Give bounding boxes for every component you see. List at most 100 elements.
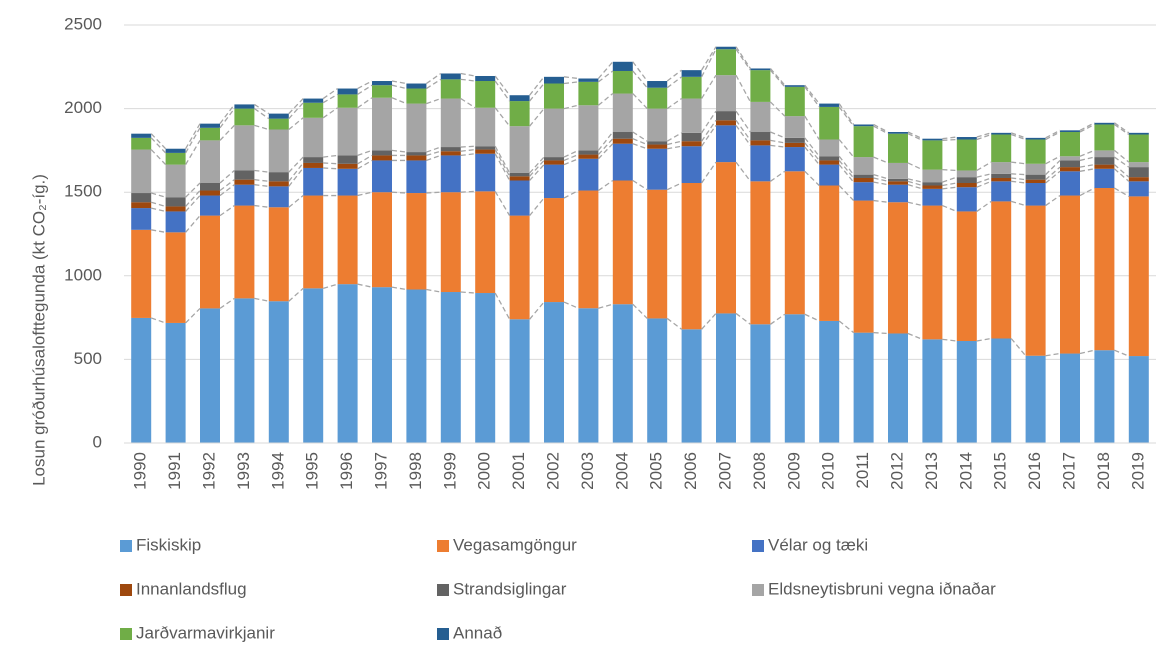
bar-segment	[784, 137, 805, 143]
bar-segment	[853, 174, 874, 178]
bar-segment	[406, 193, 427, 290]
legend-label: Vélar og tæki	[768, 535, 868, 554]
bar-segment	[578, 190, 599, 309]
bar-segment	[888, 202, 908, 334]
bar-segment	[544, 83, 564, 109]
bar-segment	[200, 215, 220, 309]
bar-segment	[956, 183, 977, 188]
legend-swatch	[752, 540, 764, 552]
bar-segment	[922, 205, 943, 340]
bar-segment	[337, 94, 358, 108]
bar-segment	[1128, 132, 1149, 135]
bar-segment	[647, 108, 668, 142]
bar-segment	[1025, 205, 1046, 356]
bar-segment	[165, 322, 186, 443]
bar-segment	[853, 177, 874, 183]
stack-connector	[151, 124, 1130, 213]
bar-segment	[372, 150, 392, 156]
bar-segment	[647, 148, 668, 190]
bar-segment	[200, 183, 220, 191]
bar-segment	[647, 141, 668, 145]
x-tick-label: 1994	[268, 452, 287, 490]
legend-label: Innanlandsflug	[136, 579, 247, 598]
bar-segment	[440, 98, 461, 148]
bar-segment	[475, 81, 496, 108]
bar-segment	[578, 158, 599, 191]
legend-label: Eldsneytisbruni vegna iðnaðar	[768, 579, 996, 598]
bar-segment	[922, 339, 943, 443]
bar-segment	[853, 124, 874, 127]
bar-segment	[681, 76, 702, 99]
bar-segment	[819, 106, 840, 140]
y-tick-label: 1500	[64, 182, 102, 201]
bar-segment	[544, 76, 564, 84]
bar-segment	[131, 193, 152, 203]
y-tick-label: 0	[93, 432, 102, 451]
bar-segment	[1128, 181, 1149, 197]
legend-swatch	[752, 584, 764, 596]
bar-segment	[888, 133, 908, 163]
bar-segment	[612, 143, 633, 181]
x-tick-label: 2008	[750, 452, 769, 490]
bar-segment	[234, 184, 255, 206]
bar-segment	[509, 126, 530, 173]
stack-connector	[150, 74, 1130, 172]
bar-segment	[165, 152, 186, 165]
bar-segment	[131, 133, 152, 138]
stack-connector	[151, 161, 1130, 233]
bar-segment	[647, 189, 668, 319]
bar-segment	[1060, 353, 1080, 443]
bar-segment	[681, 183, 702, 330]
x-tick-label: 2007	[715, 452, 734, 490]
bar-segment	[750, 101, 771, 133]
bar-segment	[234, 179, 255, 185]
x-tick-label: 2000	[475, 452, 494, 490]
bar-segment	[956, 170, 977, 178]
bar-segment	[647, 81, 668, 88]
bar-segment	[853, 200, 874, 333]
x-tick-label: 1999	[440, 452, 459, 490]
bar-segment	[922, 188, 943, 206]
bar-segment	[784, 314, 805, 443]
bar-segment	[819, 156, 840, 161]
bar-segment	[784, 86, 805, 117]
bar-segment	[509, 172, 530, 177]
bar-segment	[716, 313, 736, 443]
bar-segment	[131, 229, 152, 318]
bar-segment	[268, 301, 289, 443]
bar-segment	[475, 149, 496, 154]
stack-connector	[151, 110, 1130, 198]
bar-segment	[1128, 167, 1149, 178]
bar-segment	[956, 211, 977, 342]
bar-segment	[544, 160, 564, 165]
bar-segment	[303, 162, 324, 168]
bar-segment	[578, 78, 599, 82]
legend-label: Jarðvarmavirkjanir	[136, 623, 275, 642]
bar-segment	[406, 88, 427, 104]
bar-segment	[268, 129, 289, 173]
bar-segment	[681, 141, 702, 147]
bar-segment	[1025, 174, 1046, 180]
bar-segment	[131, 202, 152, 209]
bar-segment	[337, 155, 358, 164]
bar-segment	[303, 102, 324, 118]
bar-segment	[922, 169, 943, 183]
bar-segment	[716, 162, 736, 314]
bar-segment	[1060, 156, 1080, 161]
bar-segment	[1060, 132, 1080, 157]
bar-segment	[372, 160, 392, 193]
bar-segment	[956, 139, 977, 171]
x-tick-label: 2005	[647, 452, 666, 490]
bar-segment	[372, 287, 392, 443]
bar-segment	[131, 317, 152, 443]
bar-segment	[1128, 162, 1149, 168]
bar-segment	[234, 170, 255, 180]
bar-segment	[1128, 356, 1149, 443]
bar-segment	[234, 298, 255, 443]
bar-segment	[819, 164, 840, 186]
bar-segment	[372, 155, 392, 161]
bar-segment	[578, 150, 599, 155]
bar-segment	[337, 107, 358, 156]
bar-segment	[612, 132, 633, 139]
bar-segment	[509, 101, 530, 127]
